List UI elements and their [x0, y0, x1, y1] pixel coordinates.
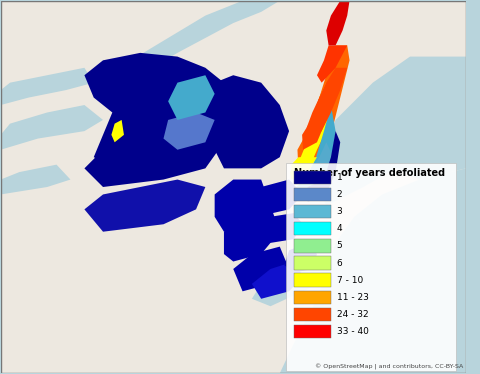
Polygon shape — [326, 1, 349, 45]
Polygon shape — [307, 68, 347, 142]
Bar — [294, 256, 331, 270]
Text: 6: 6 — [336, 258, 342, 267]
Polygon shape — [290, 83, 331, 180]
Polygon shape — [296, 105, 336, 194]
Polygon shape — [0, 105, 103, 150]
Polygon shape — [205, 75, 289, 168]
Text: 4: 4 — [336, 224, 342, 233]
Polygon shape — [252, 261, 336, 306]
Text: © OpenStreetMap | and contributors, CC-BY-SA: © OpenStreetMap | and contributors, CC-B… — [315, 364, 464, 370]
Text: 11 - 23: 11 - 23 — [336, 293, 368, 302]
Polygon shape — [84, 53, 233, 168]
Polygon shape — [0, 1, 466, 373]
Polygon shape — [208, 105, 217, 157]
Text: 24 - 32: 24 - 32 — [336, 310, 368, 319]
Polygon shape — [285, 243, 317, 273]
Bar — [294, 188, 331, 201]
Polygon shape — [247, 180, 303, 217]
Text: 3: 3 — [336, 207, 342, 216]
Polygon shape — [111, 120, 124, 142]
Polygon shape — [252, 261, 303, 299]
Polygon shape — [84, 120, 224, 187]
Polygon shape — [317, 45, 347, 83]
Polygon shape — [84, 180, 205, 232]
Polygon shape — [168, 75, 215, 120]
Polygon shape — [298, 45, 349, 168]
Text: 33 - 40: 33 - 40 — [336, 327, 368, 336]
Bar — [294, 273, 331, 287]
Polygon shape — [94, 1, 280, 94]
Polygon shape — [164, 113, 215, 150]
Text: 7 - 10: 7 - 10 — [336, 276, 363, 285]
Text: 1: 1 — [336, 173, 342, 182]
Bar — [294, 325, 331, 338]
Polygon shape — [261, 213, 303, 243]
Polygon shape — [308, 131, 340, 202]
Bar — [294, 205, 331, 218]
Bar — [294, 291, 331, 304]
Bar — [294, 239, 331, 252]
Polygon shape — [233, 246, 289, 291]
Polygon shape — [308, 142, 333, 187]
Polygon shape — [215, 180, 270, 232]
Bar — [294, 222, 331, 236]
Bar — [294, 308, 331, 321]
Polygon shape — [224, 206, 280, 261]
Bar — [294, 171, 331, 184]
Polygon shape — [280, 168, 466, 373]
Polygon shape — [302, 83, 331, 150]
Polygon shape — [0, 165, 71, 194]
Text: 5: 5 — [336, 241, 342, 250]
FancyBboxPatch shape — [286, 163, 456, 371]
Text: Number of years defoliated: Number of years defoliated — [294, 168, 445, 178]
Polygon shape — [0, 68, 94, 105]
Polygon shape — [317, 56, 466, 206]
Polygon shape — [291, 157, 317, 180]
Text: 2: 2 — [336, 190, 342, 199]
